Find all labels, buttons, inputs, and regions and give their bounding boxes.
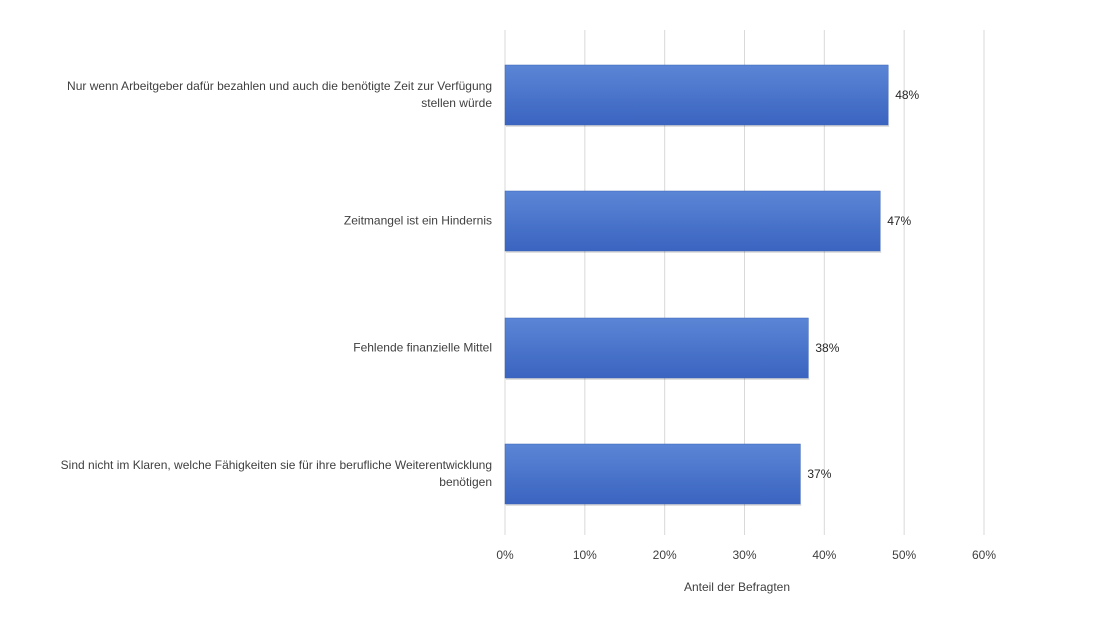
category-label: Nur wenn Arbeitgeber dafür bezahlen und … bbox=[67, 79, 492, 110]
x-tick-label: 50% bbox=[892, 548, 916, 562]
bar bbox=[504, 64, 889, 126]
data-label: 48% bbox=[895, 88, 919, 102]
bar-shadow bbox=[506, 378, 810, 380]
data-label: 37% bbox=[807, 467, 831, 481]
x-tick-label: 30% bbox=[732, 548, 756, 562]
bar-shadow bbox=[506, 504, 802, 506]
x-tick-label: 60% bbox=[972, 548, 996, 562]
category-label: Fehlende finanzielle Mittel bbox=[353, 340, 492, 355]
bars: 48% 47% 38% 37% bbox=[504, 64, 920, 506]
category-label: Sind nicht im Klaren, welche Fähigkeiten… bbox=[60, 458, 492, 489]
x-tick-label: 20% bbox=[653, 548, 677, 562]
x-axis-title: Anteil der Befragten bbox=[684, 580, 790, 594]
bar bbox=[504, 317, 809, 379]
x-tick-labels: 0% 10% 20% 30% 40% 50% 60% bbox=[496, 548, 996, 562]
x-tick-label: 40% bbox=[812, 548, 836, 562]
bar bbox=[504, 190, 881, 252]
bar-shadow bbox=[506, 251, 882, 253]
x-tick-label: 10% bbox=[573, 548, 597, 562]
x-tick-label: 0% bbox=[496, 548, 514, 562]
bar bbox=[504, 443, 801, 505]
data-label: 38% bbox=[815, 341, 839, 355]
bar-shadow bbox=[506, 125, 890, 127]
data-label: 47% bbox=[887, 214, 911, 228]
category-label: Zeitmangel ist ein Hindernis bbox=[343, 213, 492, 228]
